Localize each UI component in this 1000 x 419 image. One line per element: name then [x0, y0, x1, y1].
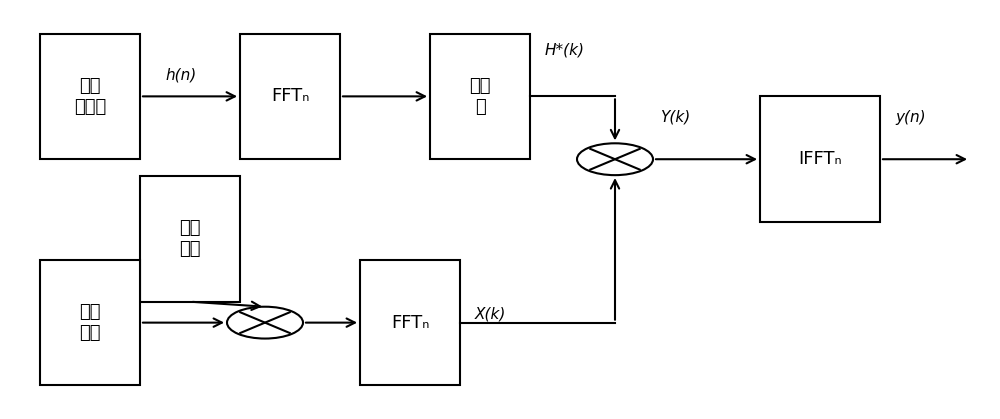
- Text: H*(k): H*(k): [545, 43, 585, 58]
- FancyBboxPatch shape: [360, 260, 460, 385]
- FancyBboxPatch shape: [760, 96, 880, 222]
- FancyBboxPatch shape: [430, 34, 530, 159]
- FancyBboxPatch shape: [40, 260, 140, 385]
- Text: 本地
测距码: 本地 测距码: [74, 77, 106, 116]
- Text: FFTₙ: FFTₙ: [271, 88, 309, 105]
- Text: FFTₙ: FFTₙ: [391, 314, 429, 331]
- Text: X(k): X(k): [475, 307, 506, 322]
- Text: y(n): y(n): [895, 110, 926, 125]
- FancyBboxPatch shape: [240, 34, 340, 159]
- Text: 输入
信号: 输入 信号: [79, 303, 101, 342]
- Text: h(n): h(n): [165, 68, 196, 83]
- Text: Y(k): Y(k): [660, 110, 690, 125]
- Text: IFFTₙ: IFFTₙ: [798, 150, 842, 168]
- Text: 复共
轭: 复共 轭: [469, 77, 491, 116]
- FancyBboxPatch shape: [140, 176, 240, 302]
- FancyBboxPatch shape: [40, 34, 140, 159]
- Text: 本地
载波: 本地 载波: [179, 220, 201, 258]
